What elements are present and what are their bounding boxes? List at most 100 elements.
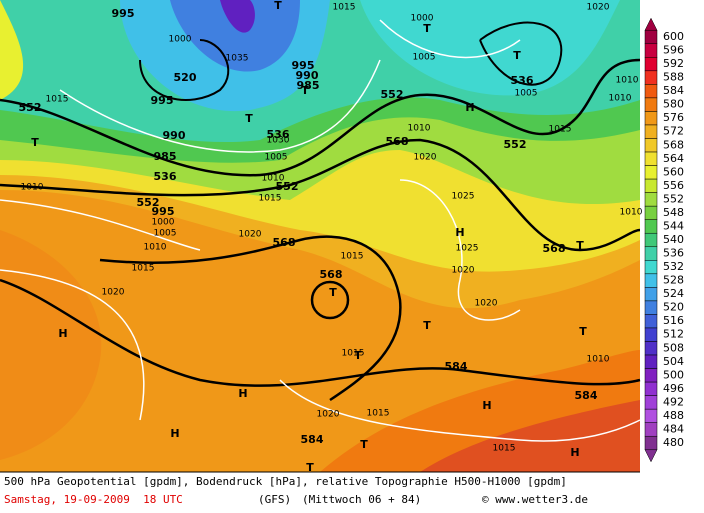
- legend-label: 544: [663, 219, 684, 232]
- map-label: 995: [112, 7, 135, 20]
- map-label: 584: [301, 433, 324, 446]
- map-label: 568: [273, 236, 296, 249]
- legend-label: 560: [663, 165, 684, 178]
- map-label: 1015: [342, 349, 365, 359]
- legend-label: 596: [663, 44, 684, 57]
- legend-arrow-bottom: [644, 449, 658, 463]
- legend-swatch: [644, 435, 658, 451]
- map-label: 1015: [333, 3, 356, 13]
- legend-label: 548: [663, 206, 684, 219]
- map-label: 995: [152, 205, 175, 218]
- map-label: 1010: [609, 94, 632, 104]
- legend-swatch: [644, 111, 658, 126]
- map-label: T: [274, 0, 282, 12]
- map-label: 568: [386, 135, 409, 148]
- footer-run: (Mittwoch 06 + 84): [302, 493, 421, 506]
- map-labels: 552 520 536 552 552 536 552 536 552 568 568 568 568 5…: [19, 0, 643, 474]
- map-label: 1000: [411, 14, 434, 24]
- legend-label: 588: [663, 71, 684, 84]
- legend-swatch: [644, 138, 658, 153]
- legend-label: 488: [663, 409, 684, 422]
- map-label: 995: [292, 59, 315, 72]
- map-label: T: [245, 112, 253, 125]
- legend-label: 504: [663, 355, 684, 368]
- map-label: 1010: [587, 355, 610, 365]
- map-label: 552: [276, 180, 299, 193]
- map-label: 1015: [132, 264, 155, 274]
- map-label: 1020: [452, 266, 475, 276]
- map-label: 990: [296, 69, 319, 82]
- map-label: T: [423, 319, 431, 332]
- legend-label: 584: [663, 84, 684, 97]
- legend-label: 524: [663, 287, 684, 300]
- map-label: 1010: [620, 208, 643, 218]
- legend-label: 528: [663, 274, 684, 287]
- map-label: 536: [267, 128, 290, 141]
- map-label: 1025: [452, 192, 475, 202]
- color-legend: 6005965925885845805765725685645605565525…: [644, 17, 684, 463]
- map-label: H: [58, 327, 67, 340]
- footer-model: (GFS): [258, 493, 291, 506]
- map-label: 584: [445, 360, 468, 373]
- legend-swatch: [644, 43, 658, 58]
- map-label: T: [306, 461, 314, 474]
- map-label: T: [576, 239, 584, 252]
- map-label: 1010: [144, 243, 167, 253]
- map-label: T: [513, 49, 521, 62]
- map-label: H: [465, 101, 474, 114]
- map-label: 1015: [367, 409, 390, 419]
- map-label: 1005: [413, 53, 436, 63]
- map-label: 1020: [239, 230, 262, 240]
- footer-description: 500 hPa Geopotential [gpdm], Bodendruck …: [4, 475, 567, 488]
- map-label: H: [482, 399, 491, 412]
- map-label: 568: [320, 268, 343, 281]
- legend-label: 496: [663, 382, 684, 395]
- map-label: 985: [154, 150, 177, 163]
- legend-label: 480: [663, 436, 684, 449]
- legend-swatch: [644, 29, 658, 45]
- legend-swatch: [644, 246, 658, 261]
- legend-swatch: [644, 260, 658, 275]
- legend-label: 568: [663, 138, 684, 151]
- map-label: 1015: [493, 444, 516, 454]
- legend-swatch: [644, 84, 658, 99]
- map-label: T: [329, 286, 337, 299]
- legend-swatch: [644, 368, 658, 383]
- map-label: 1000: [152, 218, 175, 228]
- map-label: H: [570, 446, 579, 459]
- legend-label: 576: [663, 111, 684, 124]
- footer-credit: © www.wetter3.de: [482, 493, 588, 506]
- legend-label: 564: [663, 152, 684, 165]
- legend-swatch: [644, 165, 658, 180]
- map-label: 552: [504, 138, 527, 151]
- map-label: 1005: [265, 153, 288, 163]
- map-label: 1015: [341, 252, 364, 262]
- map-label: 568: [543, 242, 566, 255]
- legend-label: 492: [663, 395, 684, 408]
- legend-label: 556: [663, 179, 684, 192]
- map-label: 536: [154, 170, 177, 183]
- map-label: 1035: [226, 54, 249, 64]
- legend-label: 536: [663, 247, 684, 260]
- legend-swatch: [644, 408, 658, 423]
- map-label: 1020: [475, 299, 498, 309]
- legend-label: 572: [663, 125, 684, 138]
- map-label: 990: [163, 129, 186, 142]
- legend-swatch: [644, 205, 658, 220]
- legend-label: 540: [663, 233, 684, 246]
- map-label: 552: [381, 88, 404, 101]
- map-label: 1020: [587, 3, 610, 13]
- map-label: 584: [575, 389, 598, 402]
- legend-label: 500: [663, 368, 684, 381]
- legend-label: 520: [663, 301, 684, 314]
- legend-swatch: [644, 381, 658, 396]
- map-label: H: [455, 226, 464, 239]
- map-label: 1010: [21, 183, 44, 193]
- legend-swatch: [644, 300, 658, 315]
- map-label: 1005: [154, 229, 177, 239]
- legend-label: 552: [663, 192, 684, 205]
- legend-label: 512: [663, 328, 684, 341]
- map-label: 536: [511, 74, 534, 87]
